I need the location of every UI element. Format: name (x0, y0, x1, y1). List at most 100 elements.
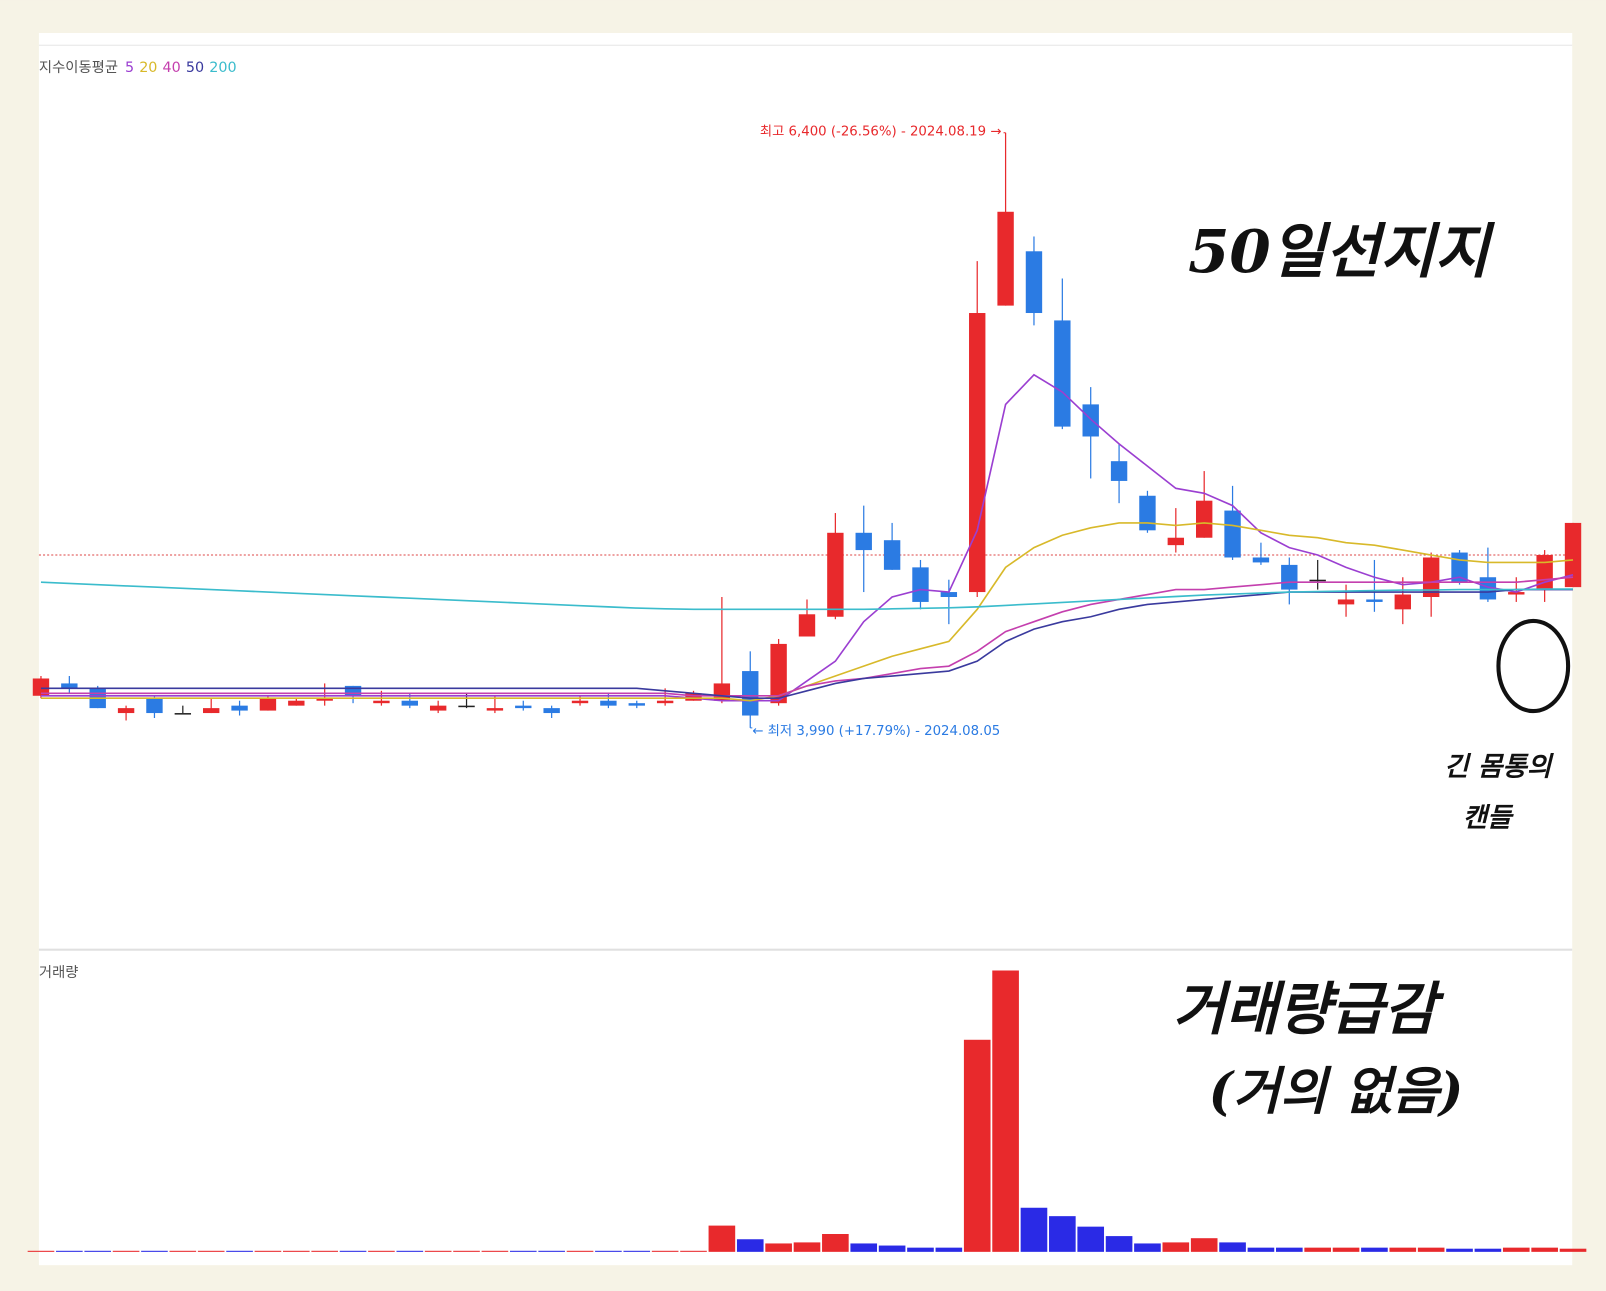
volume-bar (595, 1250, 622, 1252)
volume-bar (481, 1250, 509, 1252)
volume-bar (339, 1250, 367, 1252)
candle-body (827, 532, 844, 617)
candle-body (1366, 599, 1383, 602)
volume-bar (1020, 1207, 1048, 1252)
candle-body (1082, 404, 1099, 437)
candle-body (1224, 510, 1241, 558)
volume-bar (197, 1250, 225, 1252)
chart-area (38, 33, 1573, 1266)
candle-body (1110, 461, 1128, 481)
volume-bar (1474, 1248, 1502, 1252)
candle-body (883, 540, 901, 570)
candle-body (685, 693, 702, 701)
volume-bar (27, 1250, 55, 1252)
volume-bar (963, 1039, 991, 1252)
volume-bar (453, 1250, 480, 1252)
volume-bar (226, 1250, 253, 1252)
volume-bar (878, 1245, 906, 1252)
moving-average-line (40, 581, 1574, 611)
volume-bar (1049, 1216, 1076, 1252)
volume-bar (1275, 1247, 1303, 1252)
volume-bar (84, 1250, 112, 1252)
volume-bar (822, 1233, 849, 1252)
candle-body (1337, 599, 1355, 605)
candle-body (1564, 522, 1582, 588)
legend-entry: 200 (209, 60, 236, 76)
candle-body (1309, 579, 1326, 582)
candle-body (174, 713, 192, 715)
volume-bar (1446, 1248, 1473, 1252)
candle-body (969, 313, 986, 593)
plot: 최고 6,400 (-26.56%) - 2024.08.19 → ← 최저 3,… (27, 124, 1587, 1252)
volume-bar (907, 1247, 934, 1252)
volume-bar (708, 1225, 736, 1252)
handwritten-note: 캔들 (1463, 803, 1514, 834)
legend: 5 20 40 50 200 (125, 60, 237, 76)
volume-bar (1559, 1248, 1587, 1252)
candle-body (1167, 537, 1185, 546)
volume-bar (736, 1239, 764, 1252)
candle-body (798, 614, 816, 637)
volume-bar (1247, 1247, 1275, 1252)
legend-entry: 20 (139, 60, 157, 76)
annotation: 최고 6,400 (-26.56%) - 2024.08.19 → (760, 124, 1002, 140)
volume-bar (424, 1250, 452, 1252)
moving-average-line (40, 576, 1574, 697)
volume-bar (623, 1250, 651, 1252)
volume-bar (112, 1250, 140, 1252)
candle-body (429, 705, 447, 711)
volume-bar (680, 1250, 707, 1252)
volume-bar (538, 1250, 565, 1252)
candle-body (344, 685, 362, 696)
legend-title: 지수이동평균 (39, 59, 118, 76)
candle-body (259, 698, 277, 711)
candle-body (1422, 557, 1440, 597)
candle-body (373, 700, 390, 704)
handwritten-note: (거의 없음) (1209, 1062, 1464, 1122)
volume-bar (992, 970, 1019, 1252)
legend-entry: 5 (125, 60, 134, 76)
candle-body (1394, 594, 1411, 610)
volume-bar (1417, 1247, 1445, 1252)
volume-bar (56, 1250, 83, 1252)
candle-body (1252, 557, 1270, 563)
candle-body (401, 700, 418, 706)
candle-body (288, 700, 305, 706)
volume-bar (1304, 1247, 1331, 1252)
volume-bar (1105, 1236, 1133, 1252)
volume-bar (1502, 1247, 1530, 1252)
legend-entry: 40 (163, 60, 181, 76)
candle-body (203, 708, 220, 714)
volume-bar (793, 1242, 821, 1252)
volume-bar (282, 1250, 310, 1252)
candle-body (628, 703, 645, 706)
volume-bar (141, 1250, 168, 1252)
candle-body (1139, 495, 1156, 531)
candle-body (1195, 500, 1213, 538)
volume-bar (1134, 1243, 1161, 1252)
candle-body (231, 705, 248, 711)
candle-body (316, 698, 333, 701)
candle-body (571, 700, 589, 704)
candle-body (940, 592, 958, 597)
volume-bar (1190, 1238, 1218, 1252)
candle-body (770, 643, 787, 704)
volume-title: 거래량 (39, 964, 79, 981)
candle-body (742, 671, 759, 716)
candle-body (515, 705, 532, 709)
volume-bar (311, 1250, 338, 1252)
volume-bar (1162, 1242, 1190, 1252)
volume-bar (1389, 1247, 1417, 1252)
volume-bar (368, 1250, 395, 1252)
candle-body (117, 708, 135, 714)
volume-bar (1077, 1226, 1105, 1252)
volume-bar (169, 1250, 197, 1252)
volume-bar (1219, 1242, 1246, 1252)
volume-bar (1531, 1247, 1558, 1252)
candle-body (1508, 592, 1525, 595)
candle-body (61, 683, 78, 689)
candle-body (855, 532, 872, 551)
candle-body (1025, 251, 1043, 314)
